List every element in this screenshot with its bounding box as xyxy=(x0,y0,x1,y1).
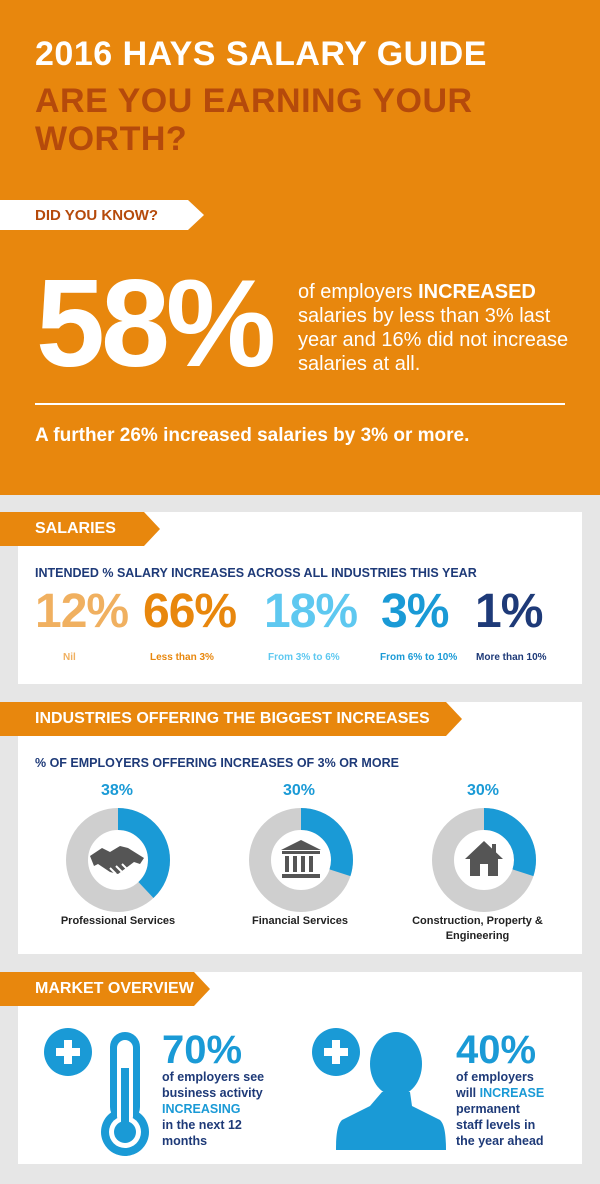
salary-pct-3-6: 18% xyxy=(264,585,358,638)
market-text-2: of employers will INCREASE permanent sta… xyxy=(456,1070,545,1148)
salary-label-3-6: From 3% to 6% xyxy=(268,652,340,663)
market-text-1: of employers see business activity INCRE… xyxy=(162,1070,265,1148)
thermometer-icon xyxy=(101,1032,149,1156)
plus-icon xyxy=(44,1028,92,1076)
did-you-know-tab: DID YOU KNOW? xyxy=(0,200,204,230)
salary-pct-less-3: 66% xyxy=(143,585,237,638)
market-stat-2: 40% xyxy=(456,1028,537,1072)
salary-label-nil: Nil xyxy=(63,652,76,663)
salary-pct-over-10: 1% xyxy=(475,585,543,638)
salary-pct-nil: 12% xyxy=(35,585,129,638)
professional-services-pct: 38% xyxy=(101,782,134,799)
construction-pct: 30% xyxy=(467,782,500,799)
construction-label: Construction, Property & Engineering xyxy=(412,915,543,942)
salaries-subtitle: INTENDED % SALARY INCREASES ACROSS ALL I… xyxy=(35,566,477,580)
salary-pct-6-10: 3% xyxy=(381,585,449,638)
market-overview-tab: MARKET OVERVIEW xyxy=(0,972,210,1006)
plus-person-graphic xyxy=(312,1028,446,1150)
divider xyxy=(35,403,565,405)
handshake-icon xyxy=(90,846,144,875)
professional-services-donut xyxy=(66,808,170,912)
header-banner xyxy=(0,0,600,495)
market-stat-1: 70% xyxy=(162,1028,243,1072)
construction-donut xyxy=(432,808,536,912)
financial-services-label: Financial Services xyxy=(252,915,348,927)
salaries-tab: SALARIES xyxy=(0,512,160,546)
big-stat: 58% xyxy=(36,255,276,393)
person-icon xyxy=(336,1032,446,1150)
professional-services-label: Professional Services xyxy=(60,915,176,927)
salary-label-less-3: Less than 3% xyxy=(150,652,214,663)
page-subtitle: ARE YOU EARNING YOUR WORTH? xyxy=(35,82,473,158)
further-stat: A further 26% increased salaries by 3% o… xyxy=(35,425,470,446)
salary-label-over-10: More than 10% xyxy=(476,652,547,663)
plus-icon xyxy=(312,1028,360,1076)
industries-subtitle: % OF EMPLOYERS OFFERING INCREASES OF 3% … xyxy=(35,756,399,770)
house-icon xyxy=(465,841,503,876)
page-title: 2016 HAYS SALARY GUIDE xyxy=(35,35,487,73)
salary-label-6-10: From 6% to 10% xyxy=(380,652,458,663)
plus-thermometer-graphic xyxy=(44,1028,149,1156)
big-stat-description: of employers INCREASED salaries by less … xyxy=(298,281,569,375)
bank-icon xyxy=(281,840,321,878)
financial-services-pct: 30% xyxy=(283,782,316,799)
industries-tab: INDUSTRIES OFFERING THE BIGGEST INCREASE… xyxy=(0,702,462,736)
financial-services-donut xyxy=(249,808,353,912)
